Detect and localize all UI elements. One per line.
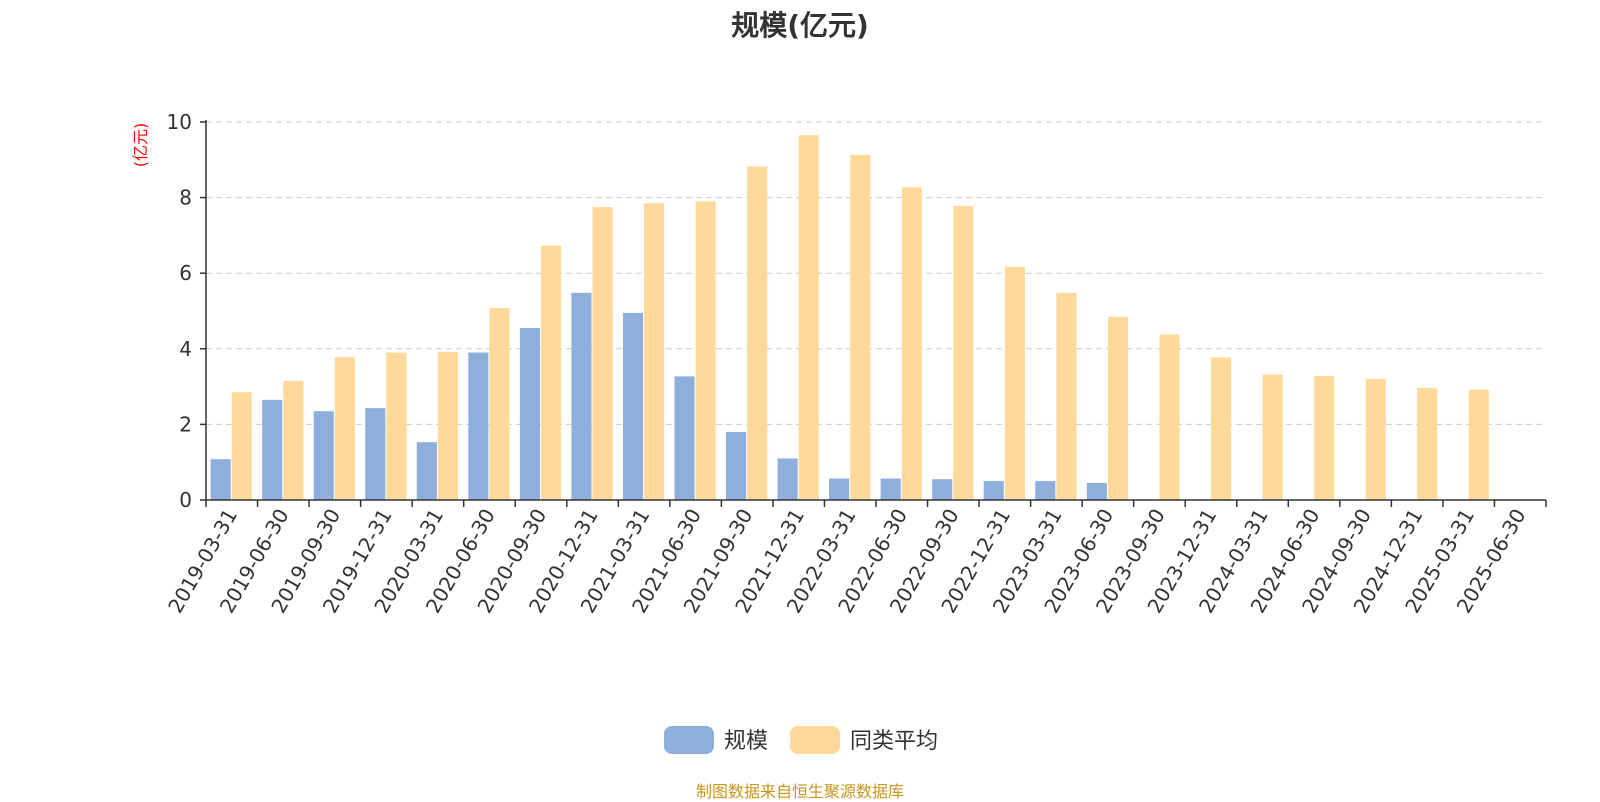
y-tick-label: 6 — [179, 261, 192, 285]
bar-peer-average — [850, 154, 871, 501]
bar-scale — [880, 478, 901, 500]
bar-scale — [416, 442, 437, 500]
bar-peer-average — [901, 187, 922, 501]
y-tick-label: 8 — [179, 186, 192, 210]
bar-scale — [519, 328, 540, 500]
bar-peer-average — [334, 357, 355, 500]
bar-peer-average — [1056, 292, 1077, 500]
bar-peer-average — [541, 245, 562, 500]
source-note: 制图数据来自恒生聚源数据库 — [695, 782, 904, 801]
bar-peer-average — [1468, 389, 1489, 500]
bar-scale — [365, 408, 386, 500]
bar-scale — [468, 352, 489, 500]
bar-peer-average — [1314, 376, 1335, 500]
bar-peer-average — [592, 207, 613, 501]
bar-peer-average — [1262, 374, 1283, 500]
bar-scale — [674, 376, 695, 500]
y-tick-label: 4 — [179, 337, 192, 361]
bar-scale — [932, 479, 953, 500]
bar-peer-average — [437, 351, 459, 500]
bar-peer-average — [1211, 357, 1232, 500]
y-axis-label: (亿元) — [131, 123, 150, 168]
bar-peer-average — [1159, 334, 1180, 500]
legend: 规模 同类平均 — [664, 726, 938, 754]
bar-peer-average — [1417, 387, 1438, 500]
bar-scale — [726, 431, 747, 500]
y-tick-label: 2 — [179, 412, 192, 436]
chart-title: 规模(亿元) — [731, 9, 869, 42]
bar-scale — [1035, 481, 1056, 500]
bar-peer-average — [1004, 266, 1025, 500]
y-axis-title: (亿元) — [131, 123, 150, 168]
bar-scale — [1086, 482, 1107, 500]
bar-scale — [262, 399, 283, 500]
bar-peer-average — [386, 352, 407, 500]
gridlines — [206, 121, 1546, 425]
bar-peer-average — [798, 135, 819, 501]
legend-swatch — [790, 726, 840, 754]
bar-peer-average — [953, 205, 974, 500]
legend-swatch — [664, 726, 714, 754]
bar-peer-average — [747, 166, 768, 500]
bar-scale — [983, 481, 1004, 500]
bar-peer-average — [695, 201, 716, 500]
bar-scale — [571, 292, 592, 500]
bar-peer-average — [1107, 316, 1129, 500]
y-tick-label: 10 — [167, 110, 192, 134]
bar-scale — [777, 458, 798, 500]
bar-peer-average — [231, 392, 252, 500]
bar-peer-average — [489, 307, 510, 500]
bar-scale — [622, 312, 644, 500]
bar-scale — [313, 411, 334, 500]
legend-label: 规模 — [724, 729, 768, 754]
bar-peer-average — [283, 380, 304, 500]
bar-scale — [829, 478, 850, 500]
bars — [210, 135, 1489, 501]
bar-peer-average — [1365, 379, 1386, 500]
bar-scale — [210, 459, 231, 500]
legend-label: 同类平均 — [850, 729, 938, 754]
bar-peer-average — [644, 203, 665, 500]
y-tick-label: 0 — [179, 488, 192, 512]
